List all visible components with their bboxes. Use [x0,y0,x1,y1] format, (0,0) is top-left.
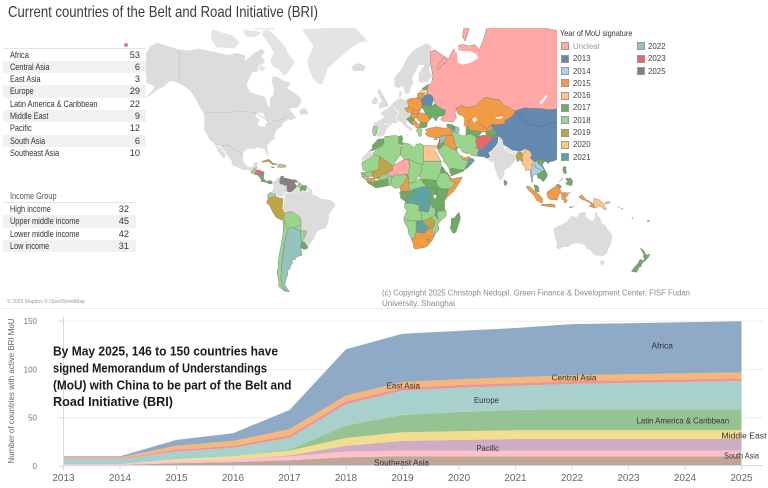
svg-text:Latin America & Caribbean: Latin America & Caribbean [637,416,730,426]
svg-text:East Asia: East Asia [386,381,420,391]
svg-text:2018: 2018 [335,473,358,484]
svg-text:Current countries of the Belt: Current countries of the Belt and Road I… [8,4,318,21]
svg-text:100: 100 [24,365,38,374]
svg-text:2017: 2017 [278,473,301,484]
svg-text:Pacific: Pacific [476,443,499,453]
svg-text:Southeast Asia: Southeast Asia [374,458,429,468]
svg-text:2021: 2021 [504,473,527,484]
svg-text:2023: 2023 [617,473,640,484]
svg-text:2019: 2019 [391,473,414,484]
svg-text:2013: 2013 [52,473,75,484]
svg-text:0: 0 [33,462,38,471]
svg-text:50: 50 [28,414,37,423]
svg-text:South Asia: South Asia [724,451,759,461]
svg-text:Africa: Africa [651,341,673,351]
svg-text:Central Asia: Central Asia [552,373,597,383]
svg-text:2022: 2022 [561,473,584,484]
svg-text:Europe: Europe [474,395,499,405]
svg-text:2024: 2024 [674,473,697,484]
svg-text:2020: 2020 [448,473,471,484]
svg-text:2014: 2014 [109,473,132,484]
svg-text:2025: 2025 [730,473,753,484]
svg-text:2016: 2016 [222,473,245,484]
svg-text:2015: 2015 [165,473,188,484]
svg-text:150: 150 [24,317,38,326]
svg-text:Middle East: Middle East [722,431,768,441]
